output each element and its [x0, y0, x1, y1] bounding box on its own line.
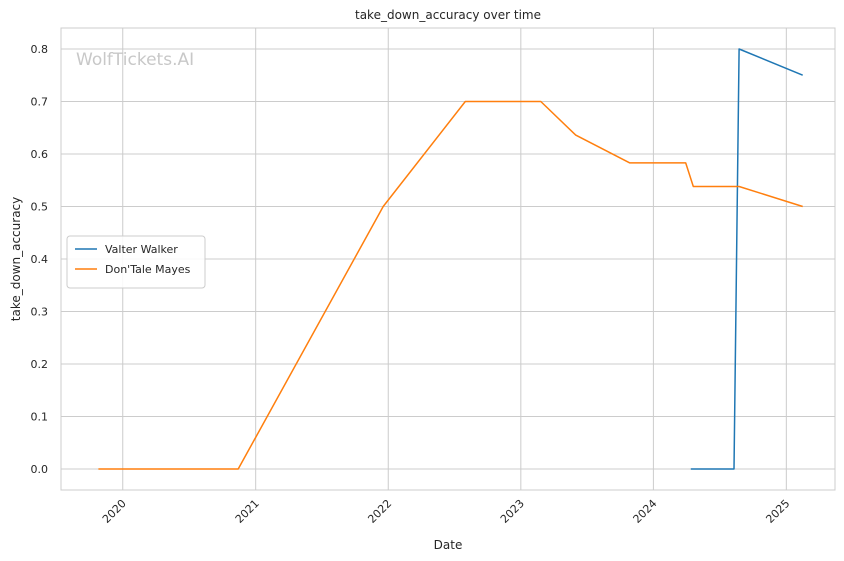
y-tick-label: 0.0	[31, 463, 49, 476]
series-layer	[98, 48, 803, 470]
x-tick-label: 2024	[631, 497, 660, 526]
series-line-1	[690, 48, 803, 470]
y-tick-label: 0.8	[31, 43, 49, 56]
x-tick-label: 2020	[100, 497, 129, 526]
y-axis-title: take_down_accuracy	[9, 197, 23, 321]
series-line-2	[98, 100, 803, 470]
legend: Valter Walker Don'Tale Mayes	[66, 235, 206, 289]
legend-label: Don'Tale Mayes	[105, 263, 191, 276]
chart-title: take_down_accuracy over time	[355, 8, 541, 22]
x-tick-label: 2025	[763, 497, 792, 526]
y-tick-label: 0.2	[31, 358, 49, 371]
y-tick-labels: 0.0 0.1 0.2 0.3 0.4 0.5 0.6 0.7 0.8	[31, 43, 49, 476]
y-tick-label: 0.1	[31, 411, 49, 424]
x-tick-labels: 2020 2021 2022 2023 2024 2025	[100, 497, 793, 526]
y-tick-label: 0.6	[31, 148, 49, 161]
y-tick-label: 0.7	[31, 96, 49, 109]
y-tick-label: 0.5	[31, 201, 49, 214]
y-tick-label: 0.3	[31, 306, 49, 319]
x-tick-label: 2023	[498, 497, 527, 526]
y-tick-label: 0.4	[31, 253, 49, 266]
watermark: WolfTickets.AI	[76, 50, 194, 70]
plot-frame	[60, 27, 836, 491]
x-tick-label: 2021	[233, 497, 262, 526]
legend-label: Valter Walker	[105, 243, 178, 256]
x-tick-label: 2022	[365, 497, 394, 526]
legend-box	[66, 235, 206, 289]
x-axis-title: Date	[434, 538, 463, 552]
